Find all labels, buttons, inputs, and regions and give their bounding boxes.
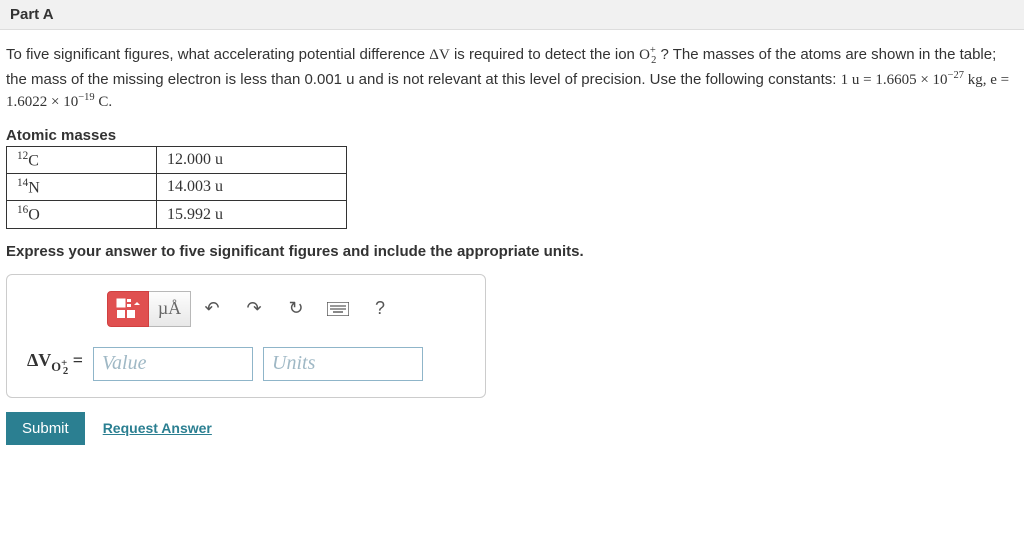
content-area: To five significant figures, what accele… bbox=[0, 30, 1024, 451]
q-ion: O+2 bbox=[639, 47, 656, 63]
question-text: To five significant figures, what accele… bbox=[6, 44, 1018, 113]
iso-sym: N bbox=[28, 179, 40, 196]
q-pre: To five significant figures, what accele… bbox=[6, 46, 429, 63]
iso-sym: C bbox=[28, 152, 39, 169]
table-row: 14N 14.003 u bbox=[7, 174, 347, 201]
var-pre: ΔV bbox=[27, 350, 51, 370]
iso-sup: 16 bbox=[17, 204, 28, 216]
undo-button[interactable]: ↶ bbox=[191, 291, 233, 327]
keyboard-icon bbox=[327, 302, 349, 316]
units-label: µÅ bbox=[158, 298, 181, 319]
mass-cell: 12.000 u bbox=[157, 146, 347, 173]
keyboard-button[interactable] bbox=[317, 291, 359, 327]
table-row: 16O 15.992 u bbox=[7, 201, 347, 228]
mass-cell: 15.992 u bbox=[157, 201, 347, 228]
part-header: Part A bbox=[0, 0, 1024, 30]
iso-sup: 14 bbox=[17, 177, 28, 189]
q-e1: −27 bbox=[948, 70, 964, 81]
isotope-cell: 14N bbox=[7, 174, 157, 201]
value-input[interactable] bbox=[93, 347, 253, 381]
var-base: O bbox=[51, 360, 61, 374]
template-icon bbox=[115, 298, 141, 320]
q-ion-base: O bbox=[639, 47, 650, 63]
reset-button[interactable]: ↻ bbox=[275, 291, 317, 327]
submit-button[interactable]: Submit bbox=[6, 412, 85, 445]
redo-button[interactable]: ↷ bbox=[233, 291, 275, 327]
mass-table-title: Atomic masses bbox=[6, 127, 1018, 144]
undo-icon: ↶ bbox=[204, 298, 219, 319]
actions-row: Submit Request Answer bbox=[6, 412, 1018, 445]
answer-box: µÅ ↶ ↷ ↻ ? ΔVO+2 = bbox=[6, 274, 486, 398]
table-row: 12C 12.000 u bbox=[7, 146, 347, 173]
units-button[interactable]: µÅ bbox=[149, 291, 191, 327]
mass-table: 12C 12.000 u 14N 14.003 u 16O 15.992 u bbox=[6, 146, 347, 229]
mass-cell: 14.003 u bbox=[157, 174, 347, 201]
q-mid: is required to detect the ion bbox=[450, 46, 639, 63]
q-dv: ΔV bbox=[429, 47, 449, 63]
help-icon: ? bbox=[375, 298, 385, 319]
toolbar: µÅ ↶ ↷ ↻ ? bbox=[107, 291, 465, 327]
var-eq: = bbox=[68, 350, 83, 370]
request-answer-link[interactable]: Request Answer bbox=[103, 420, 212, 436]
isotope-cell: 16O bbox=[7, 201, 157, 228]
q-c1: 1 u = 1.6605 × 10 bbox=[841, 72, 948, 88]
template-picker-button[interactable] bbox=[107, 291, 149, 327]
q-e2: −19 bbox=[78, 92, 94, 103]
variable-label: ΔVO+2 = bbox=[27, 350, 83, 377]
reset-icon: ↻ bbox=[288, 298, 303, 319]
instruction-text: Express your answer to five significant … bbox=[6, 243, 1018, 260]
iso-sym: O bbox=[28, 207, 40, 224]
q-c3: C. bbox=[95, 94, 113, 110]
iso-sup: 12 bbox=[17, 150, 28, 162]
redo-icon: ↷ bbox=[246, 298, 261, 319]
input-row: ΔVO+2 = bbox=[27, 347, 465, 381]
isotope-cell: 12C bbox=[7, 146, 157, 173]
help-button[interactable]: ? bbox=[359, 291, 401, 327]
units-input[interactable] bbox=[263, 347, 423, 381]
